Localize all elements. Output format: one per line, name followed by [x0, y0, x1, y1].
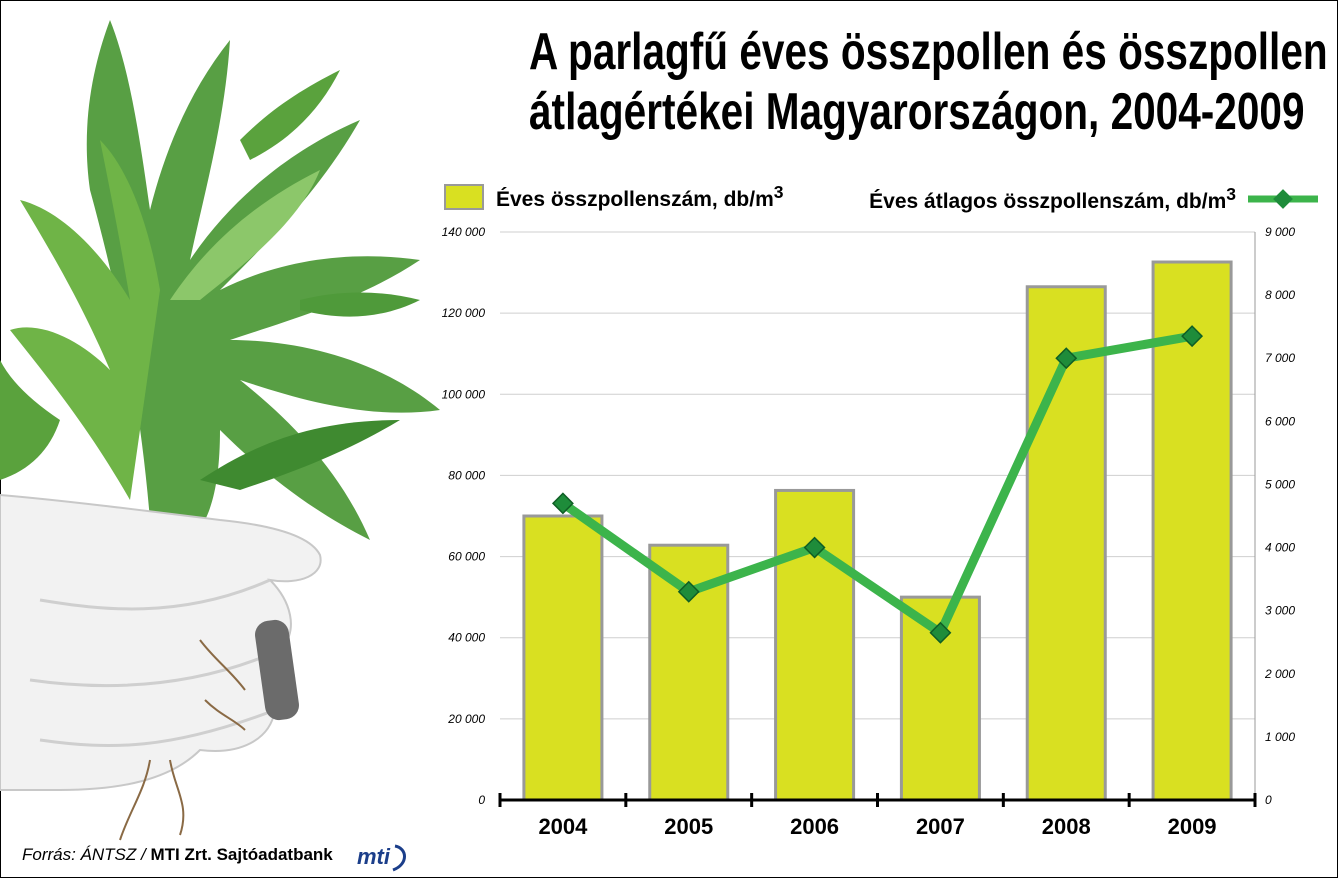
mti-logo: mti — [357, 844, 406, 872]
line-marker-2005 — [677, 580, 700, 603]
title-line-1: A parlagfű éves összpollen és összpollen — [529, 23, 1328, 81]
title-line-2: átlagértékei Magyarországon, 2004-2009 — [529, 83, 1305, 141]
y-left-tick-label: 40 000 — [448, 631, 485, 645]
y-left-tick-label: 80 000 — [448, 468, 485, 482]
plant-leaves — [0, 20, 441, 540]
source-agency: Forrás: ÁNTSZ / — [22, 845, 146, 864]
y-right-tick-label: 8 000 — [1265, 288, 1295, 302]
y-left-tick-label: 20 000 — [447, 712, 485, 726]
y-right-tick-label: 5 000 — [1265, 477, 1295, 491]
legend-bar-swatch — [444, 184, 484, 210]
bar-2009 — [1151, 260, 1233, 802]
y-left-tick-label: 100 000 — [442, 387, 486, 401]
legend-line-swatch — [1248, 189, 1318, 209]
y-left-tick-label: 120 000 — [442, 306, 486, 320]
average-line — [558, 331, 1197, 638]
x-tick-label-2007: 2007 — [916, 814, 965, 839]
legend-line-label: Éves átlagos összpollenszám, db/m3 — [869, 184, 1236, 213]
legend-bar-superscript: 3 — [773, 182, 784, 202]
legend-bar-label: Éves összpollenszám, db/m3 — [496, 182, 784, 211]
bar-2007 — [899, 595, 981, 802]
x-tick-label-2005: 2005 — [664, 814, 713, 839]
source-note: Forrás: ÁNTSZ / MTI Zrt. Sajtóadatbank — [22, 845, 333, 865]
y-right-tick-label: 7 000 — [1265, 351, 1295, 365]
y-left-tick-label: 140 000 — [442, 225, 486, 239]
y-right-tick-label: 6 000 — [1265, 414, 1295, 428]
line-marker-2009 — [1181, 325, 1204, 348]
x-tick-label-2006: 2006 — [790, 814, 839, 839]
roots — [119, 639, 246, 841]
line-marker-2008 — [1055, 347, 1078, 370]
y-right-tick-label: 3 000 — [1265, 604, 1295, 618]
ragweed-plant-illustration — [0, 20, 441, 841]
line-marker-2007 — [929, 621, 952, 644]
y-left-tick-label: 0 — [478, 793, 485, 807]
line-marker-2004 — [551, 492, 574, 515]
x-tick-label-2008: 2008 — [1042, 814, 1091, 839]
y-right-tick-label: 0 — [1265, 793, 1272, 807]
legend-line-superscript: 3 — [1226, 184, 1236, 204]
line-marker-2006 — [803, 536, 826, 559]
bar-2008 — [1025, 285, 1107, 802]
y-right-tick-label: 2 000 — [1264, 667, 1295, 681]
x-tick-label-2004: 2004 — [538, 814, 588, 839]
y-right-tick-label: 1 000 — [1265, 730, 1295, 744]
x-tick-label-2009: 2009 — [1168, 814, 1217, 839]
bar-2004 — [522, 514, 604, 802]
chart-title: A parlagfű éves összpollen és összpollen… — [529, 22, 1328, 142]
gloved-hand — [0, 493, 322, 791]
y-right-tick-label: 9 000 — [1265, 225, 1295, 239]
y-right-tick-label: 4 000 — [1265, 541, 1295, 555]
legend-bar-entry: Éves összpollenszám, db/m3 — [444, 182, 784, 212]
svg-text:mti: mti — [357, 844, 391, 869]
source-publisher: MTI Zrt. Sajtóadatbank — [150, 845, 333, 864]
y-left-tick-label: 60 000 — [448, 550, 485, 564]
legend-line-entry: Éves átlagos összpollenszám, db/m3 — [869, 184, 1318, 214]
